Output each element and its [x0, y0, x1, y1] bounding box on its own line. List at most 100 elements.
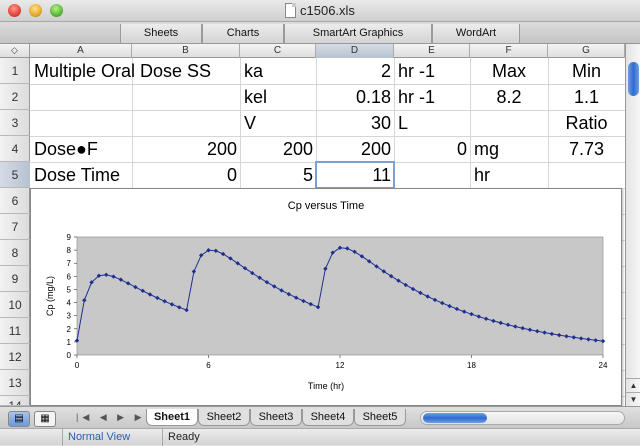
column-header-a[interactable]: A [30, 44, 132, 58]
cell-g4[interactable]: 7.73 [568, 139, 605, 159]
normal-view-button[interactable]: ▤ [8, 411, 30, 427]
horizontal-scrollbar[interactable] [420, 411, 625, 425]
cell-a1[interactable]: Multiple Oral Dose SS [34, 61, 212, 81]
data-point [133, 284, 138, 290]
row-header-11[interactable]: 11 [0, 318, 30, 344]
cell-e4[interactable]: 0 [456, 139, 467, 159]
cell-e2[interactable]: hr -1 [398, 87, 436, 107]
cell-d4[interactable]: 200 [360, 139, 391, 159]
page-layout-view-button[interactable]: ▦ [34, 411, 56, 427]
row-header-9[interactable]: 9 [0, 266, 30, 292]
data-point [469, 311, 474, 317]
data-point [74, 338, 80, 343]
cell-d1[interactable]: 2 [380, 61, 391, 81]
data-point [301, 298, 306, 304]
sheet-tab-sheet4[interactable]: Sheet4 [302, 409, 354, 426]
vertical-scroll-thumb[interactable] [628, 62, 639, 96]
document-icon [285, 3, 296, 18]
data-point [381, 269, 387, 274]
cell-a5[interactable]: Dose Time [34, 165, 121, 185]
horizontal-scroll-thumb[interactable] [423, 413, 487, 423]
select-all-corner[interactable]: ◇ [0, 44, 30, 58]
cell-g2[interactable]: 1.1 [573, 87, 600, 107]
minimize-button[interactable] [29, 4, 42, 17]
cell-c2[interactable]: kel [244, 87, 268, 107]
row-header-14[interactable]: 14 [0, 396, 30, 406]
vertical-scrollbar[interactable]: ▲ ▼ [625, 44, 640, 406]
data-point [556, 332, 562, 338]
sheet-tab-sheet1[interactable]: Sheet1 [146, 409, 198, 426]
y-tick-label: 1 [67, 338, 72, 347]
column-header-d[interactable]: D [316, 44, 394, 58]
cell-c1[interactable]: ka [244, 61, 264, 81]
zoom-button[interactable] [50, 4, 63, 17]
row-header-10[interactable]: 10 [0, 292, 30, 318]
close-button[interactable] [8, 4, 21, 17]
cell-g3[interactable]: Ratio [565, 113, 608, 133]
data-point [505, 322, 511, 327]
data-point [593, 338, 598, 343]
column-header-g[interactable]: G [548, 44, 625, 58]
cell-e1[interactable]: hr -1 [398, 61, 436, 81]
row-header-7[interactable]: 7 [0, 214, 30, 240]
cell-d3[interactable]: 30 [370, 113, 391, 133]
column-header-b[interactable]: B [132, 44, 240, 58]
status-bar: Normal View Ready [0, 428, 640, 446]
data-point [272, 284, 277, 289]
data-point [491, 318, 496, 324]
row-header-6[interactable]: 6 [0, 188, 30, 214]
cell-g1[interactable]: Min [571, 61, 601, 81]
column-header-c[interactable]: C [240, 44, 316, 58]
data-point [578, 336, 584, 341]
sheet-tab-sheet2[interactable]: Sheet2 [198, 409, 250, 426]
row-header-3[interactable]: 3 [0, 110, 30, 136]
row-header-4[interactable]: 4 [0, 136, 30, 162]
row-header-5[interactable]: 5 [0, 162, 30, 188]
tab-wordart[interactable]: WordArt [432, 24, 520, 43]
cell-b4[interactable]: 200 [206, 139, 237, 159]
cell-f5[interactable]: hr [474, 165, 491, 185]
scroll-down-arrow[interactable]: ▼ [626, 392, 640, 406]
y-tick-label: 0 [67, 351, 72, 360]
y-tick-label: 4 [67, 299, 72, 308]
cell-e3[interactable]: L [398, 113, 409, 133]
status-view-mode[interactable]: Normal View [68, 431, 131, 443]
data-point [147, 292, 153, 297]
row-header-12[interactable]: 12 [0, 344, 30, 370]
row-header-1[interactable]: 1 [0, 58, 30, 84]
column-header-f[interactable]: F [470, 44, 548, 58]
cell-d5[interactable]: 11 [372, 165, 391, 185]
data-point [359, 254, 365, 259]
column-header-e[interactable]: E [394, 44, 470, 58]
row-header-8[interactable]: 8 [0, 240, 30, 266]
plot-background [76, 236, 604, 356]
sheet-tab-sheet5[interactable]: Sheet5 [354, 409, 406, 426]
sheet-tab-sheet3[interactable]: Sheet3 [250, 409, 302, 426]
cell-f4[interactable]: mg [474, 139, 500, 159]
cell-c4[interactable]: 200 [282, 139, 313, 159]
data-point [162, 299, 167, 304]
cell-f1[interactable]: Max [491, 61, 526, 81]
column-headers: ◇ A B C D E F G [0, 44, 625, 58]
cell-b5[interactable]: 0 [226, 165, 237, 185]
data-point [177, 305, 182, 310]
sheet-nav-arrows[interactable]: |◀ ◀ ▶ ▶| [76, 412, 152, 422]
scroll-up-arrow[interactable]: ▲ [626, 378, 640, 392]
tab-charts[interactable]: Charts [202, 24, 284, 43]
cell-c5[interactable]: 5 [302, 165, 313, 185]
cell-d2[interactable]: 0.18 [355, 87, 391, 107]
row-header-13[interactable]: 13 [0, 370, 30, 396]
row-header-2[interactable]: 2 [0, 84, 30, 110]
tab-smartart-graphics[interactable]: SmartArt Graphics [284, 24, 432, 43]
tab-sheets[interactable]: Sheets [120, 24, 202, 43]
cell-a4[interactable]: Dose●F [34, 139, 98, 159]
data-point [352, 249, 357, 255]
data-point [527, 327, 533, 332]
cell-c3[interactable]: V [244, 113, 257, 133]
cell-f2[interactable]: 8.2 [496, 87, 522, 107]
chart-object[interactable]: Cp versus Time 0 1 2 3 4 5 6 7 8 9 0 6 12 18 24 Time (… [30, 188, 622, 406]
data-point [571, 335, 576, 340]
data-point [345, 246, 350, 251]
